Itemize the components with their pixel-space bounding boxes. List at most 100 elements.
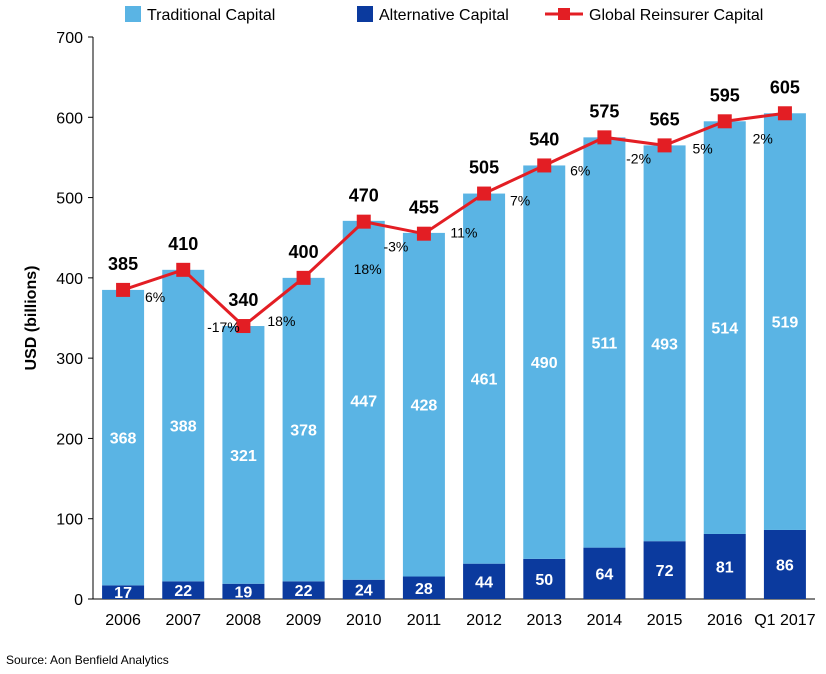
- x-tick-label: 2011: [407, 612, 442, 629]
- line-marker: [537, 158, 552, 173]
- bar-alternative-capital: [342, 579, 385, 599]
- bar-traditional-capital: [763, 113, 806, 530]
- legend-swatch-alternative: [357, 6, 373, 22]
- growth-label: 18%: [267, 313, 295, 329]
- bar-alternative-capital: [102, 585, 145, 599]
- y-tick-label: 400: [56, 271, 83, 288]
- y-tick-label: 600: [56, 110, 83, 127]
- growth-label: 18%: [354, 261, 382, 277]
- growth-label: 5%: [692, 140, 712, 156]
- bar-label-alternative: 50: [535, 572, 553, 589]
- growth-label: 2%: [753, 130, 773, 146]
- bar-alternative-capital: [583, 547, 626, 599]
- y-tick-label: 200: [56, 431, 83, 448]
- bar-alternative-capital: [703, 533, 746, 599]
- total-label: 505: [469, 158, 499, 178]
- y-tick-label: 700: [56, 30, 83, 47]
- bar-traditional-capital: [643, 145, 686, 542]
- bar-label-alternative: 22: [174, 583, 192, 600]
- bar-traditional-capital: [703, 121, 746, 534]
- x-tick-label: 2009: [286, 612, 322, 629]
- bar-traditional-capital: [402, 232, 445, 577]
- line-marker: [597, 130, 612, 145]
- x-tick-label: Q1 2017: [754, 612, 815, 629]
- bar-alternative-capital: [523, 558, 566, 599]
- growth-label: -2%: [626, 150, 651, 166]
- source-note: Source: Aon Benfield Analytics: [6, 653, 169, 667]
- x-tick-label: 2013: [526, 612, 562, 629]
- y-tick-label: 100: [56, 512, 83, 529]
- line-marker: [296, 270, 311, 285]
- y-tick-label: 500: [56, 191, 83, 208]
- bar-label-traditional: 461: [471, 372, 498, 389]
- line-marker: [717, 114, 732, 129]
- line-marker: [657, 138, 672, 153]
- legend-label-alternative: Alternative Capital: [379, 7, 509, 24]
- bar-label-alternative: 28: [415, 581, 433, 598]
- bar-label-alternative: 17: [114, 585, 132, 602]
- bar-alternative-capital: [222, 583, 265, 599]
- x-tick-label: 2008: [226, 612, 262, 629]
- total-label: 410: [168, 234, 198, 254]
- line-global-reinsurer-capital: [122, 111, 786, 329]
- total-label: 400: [289, 242, 319, 262]
- bar-traditional-capital: [523, 165, 566, 559]
- y-tick-label: 300: [56, 351, 83, 368]
- line-marker: [356, 214, 371, 229]
- total-label: 340: [228, 290, 258, 310]
- bar-label-alternative: 81: [716, 559, 734, 576]
- line-marker: [416, 226, 431, 241]
- bar-label-traditional: 519: [772, 315, 799, 332]
- bar-alternative-capital: [463, 563, 506, 599]
- bar-label-traditional: 368: [110, 431, 137, 448]
- x-tick-label: 2010: [346, 612, 382, 629]
- bar-label-traditional: 321: [230, 448, 257, 465]
- bar-alternative-capital: [643, 541, 686, 599]
- total-label: 540: [529, 129, 559, 149]
- x-tick-label: 2007: [165, 612, 201, 629]
- bar-alternative-capital: [282, 581, 325, 599]
- bar-label-alternative: 86: [776, 557, 794, 574]
- bar-label-alternative: 22: [295, 583, 313, 600]
- total-label: 575: [589, 101, 619, 121]
- bar-traditional-capital: [102, 289, 145, 586]
- line-marker: [477, 186, 492, 201]
- x-tick-label: 2016: [707, 612, 743, 629]
- bar-traditional-capital: [282, 277, 325, 582]
- bar-label-traditional: 493: [651, 336, 678, 353]
- line-marker: [176, 262, 191, 277]
- total-label: 470: [349, 186, 379, 206]
- growth-label: 6%: [570, 162, 590, 178]
- growth-label: -17%: [207, 319, 240, 335]
- x-tick-label: 2012: [466, 612, 502, 629]
- total-label: 595: [710, 85, 740, 105]
- bar-label-alternative: 19: [235, 584, 253, 601]
- growth-label: -3%: [383, 239, 408, 255]
- bar-traditional-capital: [222, 326, 265, 584]
- line-marker: [777, 106, 792, 121]
- growth-label: 11%: [450, 225, 477, 241]
- bar-traditional-capital: [342, 220, 385, 580]
- total-label: 455: [409, 198, 439, 218]
- bar-traditional-capital: [583, 137, 626, 548]
- bar-label-traditional: 490: [531, 355, 558, 372]
- total-label: 385: [108, 254, 138, 274]
- bar-traditional-capital: [463, 193, 506, 564]
- x-tick-label: 2015: [647, 612, 683, 629]
- bar-alternative-capital: [162, 581, 205, 599]
- bar-label-alternative: 72: [656, 563, 674, 580]
- bar-alternative-capital: [763, 529, 806, 599]
- bar-label-traditional: 428: [411, 398, 438, 415]
- x-tick-label: 2006: [105, 612, 141, 629]
- bar-traditional-capital: [162, 269, 205, 582]
- bar-label-alternative: 44: [475, 574, 493, 591]
- bar-label-traditional: 514: [711, 321, 738, 338]
- bar-alternative-capital: [402, 576, 445, 599]
- bar-label-traditional: 511: [592, 335, 618, 352]
- bar-label-traditional: 388: [170, 419, 197, 436]
- line-marker: [116, 282, 131, 297]
- growth-label: 6%: [145, 289, 165, 305]
- total-label: 605: [770, 77, 800, 97]
- y-tick-label: 0: [74, 592, 83, 609]
